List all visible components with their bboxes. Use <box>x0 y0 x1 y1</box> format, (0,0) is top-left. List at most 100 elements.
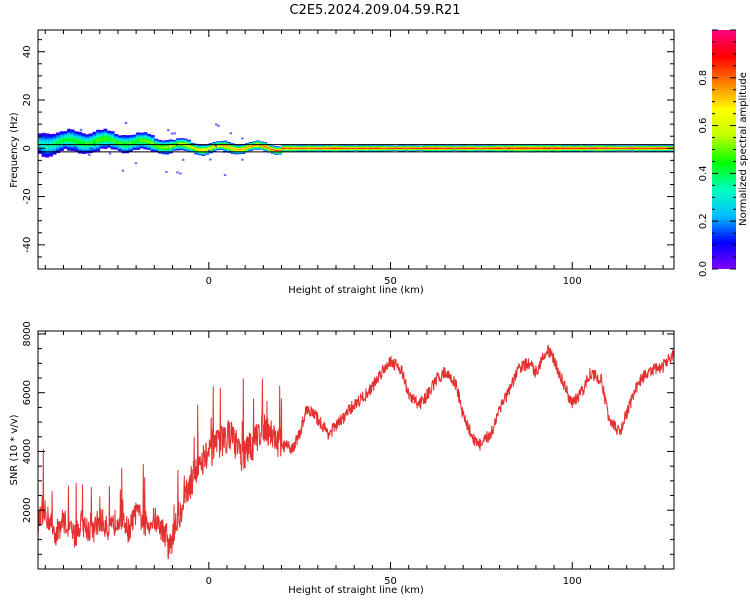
snr-y-axis-label: SNR (10 * v/v) <box>9 414 20 485</box>
spectrogram-y-axis-label: Frequency (Hz) <box>9 112 20 188</box>
x-tick-label: 100 <box>563 276 582 287</box>
heatmap-cell <box>99 138 104 141</box>
heatmap-cell <box>521 147 526 149</box>
heatmap-cell <box>575 147 580 149</box>
heatmap-cell <box>117 142 122 145</box>
heatmap-cell <box>237 149 242 151</box>
spectrogram-plot-frame <box>37 29 675 270</box>
heatmap-cell <box>604 147 609 149</box>
heatmap-cell <box>357 147 362 149</box>
x-tick-label: 100 <box>563 576 582 587</box>
heatmap-cell <box>375 147 380 149</box>
heatmap-cell <box>579 147 584 149</box>
heatmap-cell <box>150 142 155 145</box>
heatmap-cell <box>506 147 511 149</box>
heatmap-cell <box>281 147 286 149</box>
heatmap-cell <box>194 148 199 150</box>
heatmap-cell <box>154 144 159 147</box>
heatmap-cell <box>481 147 486 149</box>
heatmap-cell <box>263 146 268 148</box>
spectrogram-x-axis-label: Height of straight line (km) <box>288 285 424 296</box>
heatmap-cell <box>92 140 97 144</box>
heatmap-speckle <box>88 153 91 156</box>
y-tick-label: -40 <box>22 237 33 253</box>
snr-panel: 0 50 100 2000 4000 6000 8000 Height of straig… <box>9 321 675 596</box>
heatmap-cell <box>434 147 439 149</box>
heatmap-cell <box>274 149 279 152</box>
heatmap-speckle <box>179 172 182 175</box>
colorbar-tick-label: 0.4 <box>698 165 709 181</box>
heatmap-cell <box>365 147 370 149</box>
heatmap-cell <box>56 141 61 145</box>
heatmap-speckle <box>90 147 93 150</box>
heatmap-cell <box>394 147 399 149</box>
heatmap-cell <box>226 146 231 148</box>
heatmap-cell <box>597 147 602 149</box>
colorbar-bar <box>712 30 736 269</box>
heatmap-cell <box>143 139 148 142</box>
heatmap-cell <box>408 147 413 149</box>
heatmap-cell <box>517 147 522 149</box>
heatmap-cell <box>663 147 668 149</box>
heatmap-cell <box>85 142 90 146</box>
heatmap-cell <box>488 147 493 149</box>
heatmap-speckle <box>79 128 83 131</box>
heatmap-cell <box>259 145 264 147</box>
heatmap-cell <box>361 147 366 149</box>
heatmap-cell <box>277 149 282 151</box>
heatmap-cell <box>485 147 489 149</box>
heatmap-cell <box>390 147 395 149</box>
colorbar-ticks: 0.0 0.2 0.4 0.6 0.8 <box>698 29 736 277</box>
heatmap-cell <box>612 147 617 149</box>
x-tick-label: 0 <box>206 276 212 287</box>
snr-x-axis-label: Height of straight line (km) <box>288 585 424 596</box>
heatmap-cell <box>441 147 446 149</box>
heatmap-cell <box>299 147 304 149</box>
heatmap-cell <box>354 147 359 149</box>
heatmap-cell <box>346 147 351 149</box>
heatmap-cell <box>230 147 235 150</box>
heatmap-cell <box>96 139 101 142</box>
heatmap-cell <box>147 140 151 143</box>
heatmap-cell <box>306 147 311 149</box>
heatmap-speckle <box>217 124 220 127</box>
heatmap-speckle <box>67 130 70 133</box>
heatmap-cell <box>644 147 649 149</box>
heatmap-speckle <box>229 132 233 135</box>
heatmap-cell <box>223 145 228 147</box>
heatmap-speckle <box>165 170 168 173</box>
heatmap-cell <box>543 147 548 149</box>
heatmap-cell <box>110 139 115 142</box>
y-tick-label: 40 <box>22 45 33 58</box>
heatmap-cell <box>285 147 290 149</box>
heatmap-cell <box>190 146 195 149</box>
heatmap-cell <box>139 139 144 142</box>
heatmap-cell <box>368 147 373 149</box>
heatmap-cell <box>445 147 449 149</box>
heatmap-cell <box>532 147 537 149</box>
heatmap-speckle <box>108 152 112 155</box>
heatmap-cell <box>554 147 559 149</box>
heatmap-cell <box>615 147 620 149</box>
colorbar: 0.0 0.2 0.4 0.6 0.8 Normalized spectral ampl… <box>698 29 749 277</box>
heatmap-cell <box>63 138 68 142</box>
heatmap-cell <box>564 147 569 149</box>
heatmap-cell <box>339 147 344 149</box>
heatmap-cell <box>212 146 217 148</box>
heatmap-cell <box>128 142 133 145</box>
heatmap-cell <box>437 147 442 149</box>
heatmap-speckle <box>209 158 212 161</box>
heatmap-cell <box>386 147 391 149</box>
heatmap-cell <box>492 147 497 149</box>
heatmap-speckle <box>215 123 218 126</box>
heatmap-cell <box>59 139 64 143</box>
colorbar-tick-label: 0.2 <box>698 213 709 229</box>
heatmap-cell <box>314 147 319 149</box>
heatmap-cell <box>136 140 141 143</box>
heatmap-cell <box>201 149 206 151</box>
heatmap-cell <box>652 147 657 149</box>
heatmap-speckle <box>124 121 128 124</box>
heatmap-cell <box>252 144 257 146</box>
heatmap-cell <box>208 147 213 149</box>
